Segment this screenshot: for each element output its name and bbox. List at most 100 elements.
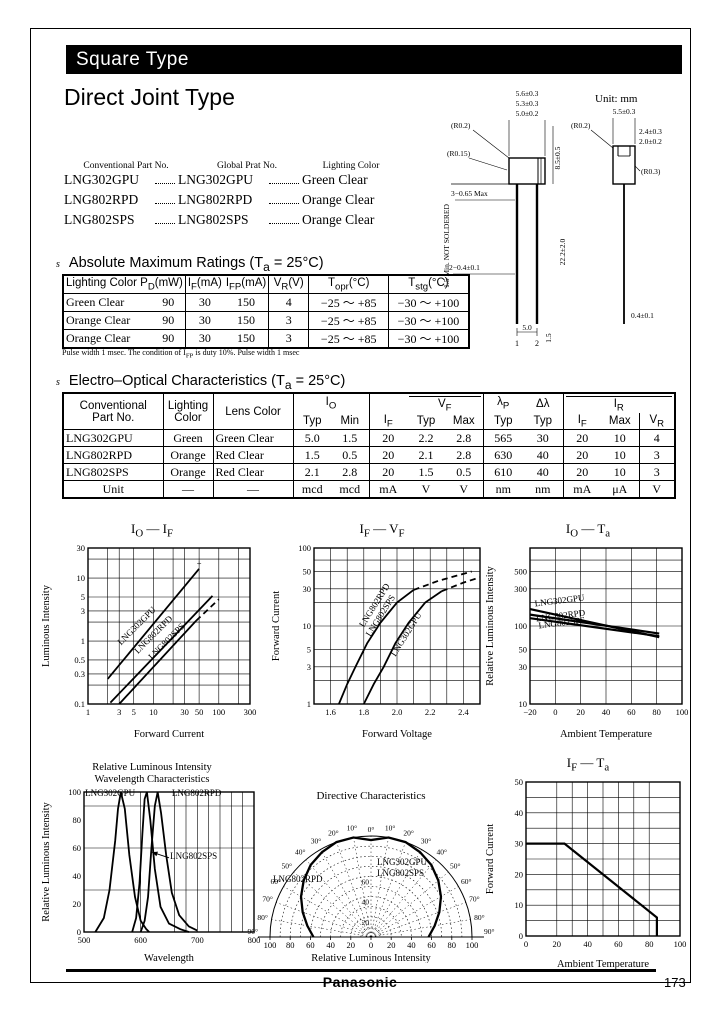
- svg-text:10: 10: [149, 707, 158, 717]
- svg-text:20: 20: [515, 869, 524, 879]
- svg-text:70°: 70°: [262, 894, 273, 903]
- svg-text:60: 60: [614, 939, 623, 949]
- svg-text:100: 100: [676, 707, 689, 717]
- part-table-header: Conventional Part No. Global Prat No. Li…: [64, 161, 396, 171]
- svg-text:40°: 40°: [295, 847, 306, 856]
- table-row: Orange Clear 90 30 150 3 −25 〜 +85 −30 〜 +1…: [63, 329, 469, 348]
- svg-text:Forward Current: Forward Current: [271, 591, 282, 661]
- abs-max-table: Lighting Color PD(mW) IF(mA) IFP(mA) VR(…: [62, 274, 470, 349]
- svg-text:Ambient Temperature: Ambient Temperature: [557, 959, 649, 970]
- table-row: LNG802RPD LNG802RPD Orange Clear: [64, 192, 375, 207]
- svg-text:60: 60: [73, 843, 82, 853]
- dim-lead-pitch: 5.0: [522, 323, 532, 332]
- svg-text:5: 5: [81, 592, 85, 602]
- dim-side-r2: (R0.3): [641, 167, 661, 176]
- chart-title: IF — Ta: [566, 755, 610, 774]
- svg-text:100: 100: [514, 621, 527, 631]
- svg-text:40: 40: [583, 939, 592, 949]
- svg-text:20: 20: [576, 707, 585, 717]
- svg-text:5: 5: [307, 645, 311, 655]
- svg-text:10: 10: [515, 900, 524, 910]
- dim-front-w2: 5.3±0.3: [516, 99, 539, 108]
- svg-text:−20: −20: [523, 707, 536, 717]
- note-not-soldered: 1.5 Min. NOT SOLDERED: [443, 204, 451, 288]
- svg-text:20: 20: [362, 917, 370, 926]
- svg-text:10°: 10°: [385, 823, 396, 832]
- dotted-leader: [269, 213, 299, 224]
- svg-text:0: 0: [369, 940, 373, 950]
- svg-text:50: 50: [519, 645, 528, 655]
- svg-text:60°: 60°: [461, 877, 472, 886]
- svg-text:0: 0: [553, 707, 557, 717]
- svg-text:3: 3: [81, 606, 85, 616]
- chart-if-vs-vf-plot: 1.6 1.8 2.0 2.2 2.4 1 3 5 10 30 50 100 Forward Volta…: [271, 543, 481, 740]
- svg-text:LNG802SPS: LNG802SPS: [377, 868, 424, 878]
- svg-text:100: 100: [264, 940, 277, 950]
- svg-text:LNG302GPU: LNG302GPU: [534, 592, 585, 608]
- svg-text:100: 100: [68, 787, 81, 797]
- dotted-leader: [155, 193, 175, 204]
- svg-text:80°: 80°: [474, 913, 485, 922]
- dim-front-w3: 5.0±0.2: [516, 109, 539, 118]
- dim-side-r1: (R0.2): [571, 121, 591, 130]
- dim-lead-width: 2−0.4±0.1: [449, 263, 480, 272]
- abs-max-footnote: Pulse width 1 msec. The condition of IFP…: [62, 348, 300, 360]
- svg-text:700: 700: [191, 935, 204, 945]
- svg-text:Relative Luminous Intensity: Relative Luminous Intensity: [485, 566, 496, 686]
- table-row: Orange Clear 90 30 150 3 −25 〜 +85 −30 〜 +1…: [63, 311, 469, 330]
- dim-front-r1: (R0.2): [451, 121, 471, 130]
- svg-text:0: 0: [524, 939, 528, 949]
- svg-text:50°: 50°: [450, 861, 461, 870]
- svg-text:0.3: 0.3: [74, 669, 85, 679]
- table-header-row: Conventional Part No. Lighting Color Lens …: [63, 393, 675, 430]
- table-header-row: Lighting Color PD(mW) IF(mA) IFP(mA) VR(…: [63, 275, 469, 294]
- svg-text:40: 40: [73, 871, 82, 881]
- dotted-leader: [155, 213, 175, 224]
- svg-text:40: 40: [362, 897, 370, 906]
- svg-text:50: 50: [303, 567, 312, 577]
- dotted-leader: [155, 173, 175, 184]
- svg-text:LNG802RPD: LNG802RPD: [273, 874, 323, 884]
- svg-text:20: 20: [347, 940, 356, 950]
- svg-text:70°: 70°: [469, 894, 480, 903]
- chart-io-vs-if-plot: 1 3 5 10 30 50 100 300 0.1 0.3 0.5 1 3 5 10 30 Forward C…: [41, 543, 257, 740]
- svg-text:500: 500: [514, 567, 527, 577]
- table-row: LNG802RPD Orange Red Clear 1.5 0.5 20 2.1 2.8…: [63, 446, 675, 464]
- svg-text:300: 300: [244, 707, 257, 717]
- svg-text:20: 20: [387, 940, 396, 950]
- svg-text:30: 30: [515, 839, 524, 849]
- svg-text:30: 30: [180, 707, 189, 717]
- svg-text:10°: 10°: [347, 823, 358, 832]
- svg-text:2.4: 2.4: [458, 707, 469, 717]
- svg-text:80°: 80°: [257, 913, 268, 922]
- svg-text:20°: 20°: [328, 828, 339, 837]
- svg-text:0°: 0°: [368, 825, 375, 834]
- brand-logo: Panasonic: [322, 974, 398, 990]
- svg-text:Wavelength: Wavelength: [144, 953, 195, 964]
- banner-square-type: Square Type: [66, 45, 682, 74]
- svg-text:Forward Current: Forward Current: [134, 729, 204, 740]
- svg-text:1: 1: [81, 636, 85, 646]
- chart-title: IF — VF: [359, 521, 405, 540]
- svg-text:100: 100: [212, 707, 225, 717]
- dim-front-stand: 3−0.65 Max: [451, 189, 488, 198]
- svg-text:300: 300: [514, 584, 527, 594]
- chart-io-vs-if: IO — IF 1 3 5 10 30 50 100 300 0.1 0.3 0.5 1 3 5 10 30 F…: [38, 521, 266, 745]
- svg-text:0.1: 0.1: [74, 699, 85, 709]
- dim-side-tip: 0.4±0.1: [631, 311, 654, 320]
- dotted-leader: [269, 173, 299, 184]
- svg-text:80: 80: [73, 815, 82, 825]
- dim-side-t2: 2.0±0.2: [639, 137, 662, 146]
- svg-text:90°: 90°: [484, 927, 495, 936]
- chart-if-vs-ta-plot: 0 20 40 60 80 100 0 10 20 30 40 50 Ambient Temperatu…: [485, 777, 686, 970]
- col-lighting: Lighting Color: [322, 161, 380, 171]
- chart-if-vs-vf: IF — VF 1.6 1.8 2.0 2.2 2.4 1 3 5 10 30 50 100 Forwa…: [268, 521, 496, 745]
- svg-text:1: 1: [307, 699, 311, 709]
- svg-text:0: 0: [77, 927, 81, 937]
- chart-title: Directive Characteristics: [316, 790, 426, 802]
- svg-text:30: 30: [77, 543, 86, 553]
- svg-text:20°: 20°: [403, 828, 414, 837]
- page-title: Direct Joint Type: [64, 84, 235, 110]
- svg-text:Luminous Intensity: Luminous Intensity: [41, 584, 52, 667]
